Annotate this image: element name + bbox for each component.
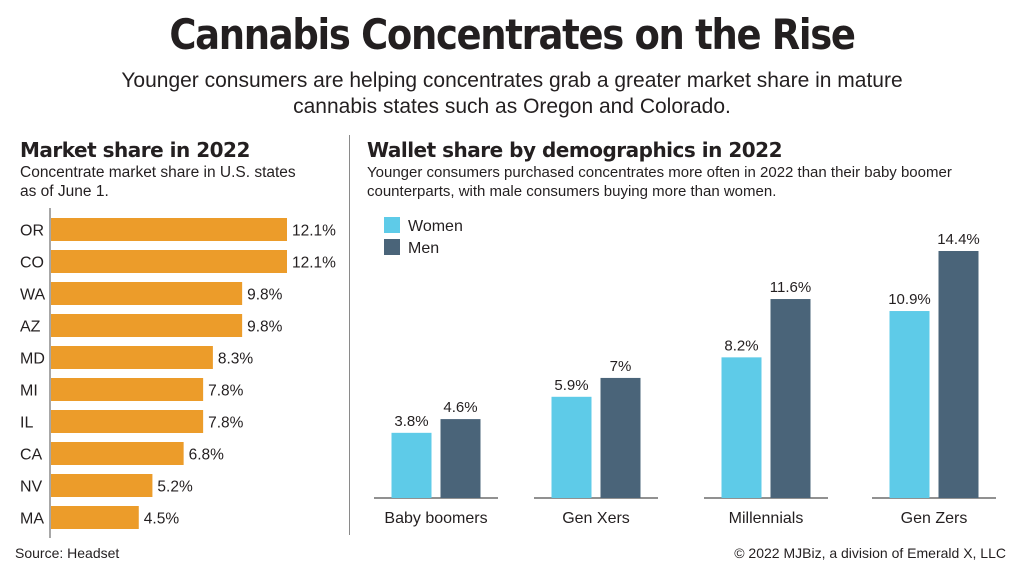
bar-women bbox=[391, 432, 432, 498]
value-label: 9.8% bbox=[247, 287, 283, 304]
bar-men bbox=[770, 299, 811, 498]
section-divider bbox=[349, 135, 350, 535]
legend-label-men: Men bbox=[408, 240, 439, 257]
value-label: 3.8% bbox=[394, 413, 428, 430]
category-label: MA bbox=[20, 511, 44, 528]
value-label: 14.4% bbox=[937, 231, 980, 248]
wallet-share-title: Wallet share by demographics in 2022 bbox=[367, 138, 782, 162]
bar-nv bbox=[51, 474, 153, 497]
bar-co bbox=[51, 250, 287, 273]
market-share-title: Market share in 2022 bbox=[20, 138, 250, 162]
bar-men bbox=[440, 419, 481, 498]
bar-women bbox=[721, 357, 762, 498]
value-label: 12.1% bbox=[292, 223, 336, 240]
category-label: OR bbox=[20, 223, 44, 240]
value-label: 7.8% bbox=[208, 415, 244, 432]
value-label: 8.3% bbox=[218, 351, 254, 368]
wallet-share-chart: Women Men 3.8% 4.6% Baby boomers 5.9% 7% Gen Xe… bbox=[374, 217, 996, 527]
wallet-share-subtitle: Younger consumers purchased concentrates… bbox=[367, 164, 952, 200]
bar-wa bbox=[51, 282, 243, 305]
value-label: 7% bbox=[610, 358, 632, 375]
value-label: 4.5% bbox=[144, 511, 180, 528]
value-label: 8.2% bbox=[724, 337, 758, 354]
category-label: IL bbox=[20, 415, 33, 432]
bar-il bbox=[51, 410, 204, 433]
category-label: Gen Zers bbox=[901, 510, 968, 527]
value-label: 6.8% bbox=[189, 447, 225, 464]
value-label: 12.1% bbox=[292, 255, 336, 272]
category-label: CA bbox=[20, 447, 43, 464]
category-label: NV bbox=[20, 479, 43, 496]
legend-label-women: Women bbox=[408, 218, 463, 235]
market-share-chart: OR 12.1% CO 12.1% WA 9.8% AZ 9.8% MD 8.3% MI 7.8% IL… bbox=[20, 208, 336, 538]
page-title: Cannabis Concentrates on the Rise bbox=[169, 10, 856, 59]
category-label: AZ bbox=[20, 319, 41, 336]
legend-swatch-women bbox=[384, 217, 400, 233]
legend-swatch-men bbox=[384, 239, 400, 255]
category-label: Baby boomers bbox=[384, 510, 487, 527]
category-label: WA bbox=[20, 287, 46, 304]
bar-ca bbox=[51, 442, 184, 465]
value-label: 5.2% bbox=[157, 479, 193, 496]
value-label: 10.9% bbox=[888, 291, 931, 308]
bar-md bbox=[51, 346, 213, 369]
value-label: 4.6% bbox=[443, 399, 477, 416]
category-label: CO bbox=[20, 255, 44, 272]
bar-women bbox=[551, 396, 592, 498]
bar-az bbox=[51, 314, 243, 337]
copyright-note: © 2022 MJBiz, a division of Emerald X, L… bbox=[734, 545, 1006, 561]
value-label: 7.8% bbox=[208, 383, 244, 400]
category-label: MD bbox=[20, 351, 45, 368]
source-note: Source: Headset bbox=[15, 545, 120, 561]
bar-or bbox=[51, 218, 287, 241]
category-label: Gen Xers bbox=[562, 510, 630, 527]
bar-ma bbox=[51, 506, 139, 529]
page-subtitle: Younger consumers are helping concentrat… bbox=[121, 69, 903, 118]
value-label: 5.9% bbox=[554, 377, 588, 394]
market-share-subtitle: Concentrate market share in U.S. states … bbox=[20, 164, 296, 200]
bar-women bbox=[889, 311, 930, 498]
bar-men bbox=[938, 251, 979, 498]
category-label: MI bbox=[20, 383, 38, 400]
value-label: 11.6% bbox=[770, 279, 811, 296]
bar-men bbox=[600, 377, 641, 498]
value-label: 9.8% bbox=[247, 319, 283, 336]
category-label: Millennials bbox=[729, 510, 804, 527]
bar-mi bbox=[51, 378, 204, 401]
